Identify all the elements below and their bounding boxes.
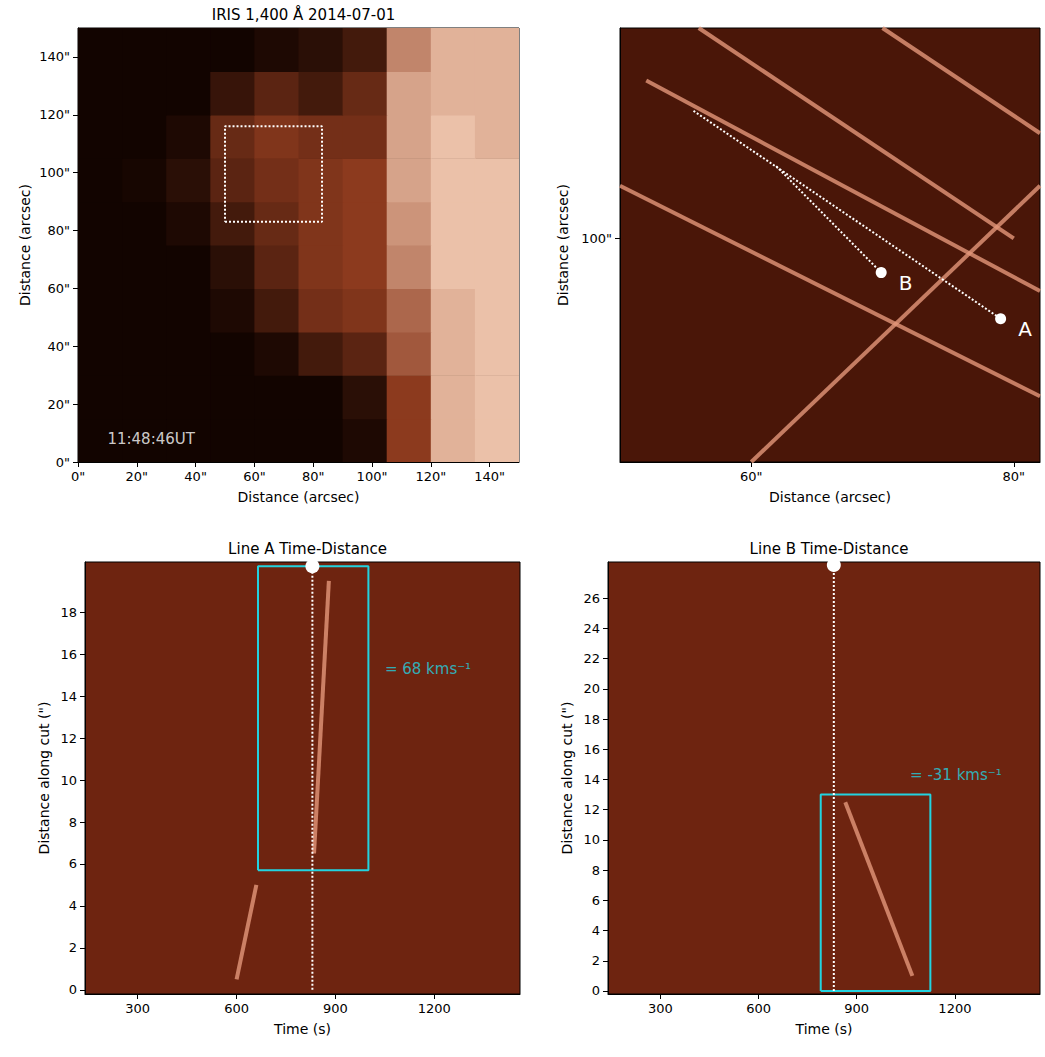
- svg-text:12: 12: [583, 802, 600, 817]
- svg-text:24: 24: [583, 621, 600, 636]
- svg-text:900: 900: [844, 1001, 869, 1016]
- svg-text:20": 20": [126, 469, 149, 484]
- svg-text:Time (s): Time (s): [795, 1021, 853, 1037]
- svg-text:6: 6: [592, 893, 600, 908]
- svg-text:1200: 1200: [418, 1001, 451, 1016]
- svg-text:22: 22: [583, 651, 600, 666]
- svg-text:60": 60": [47, 281, 70, 296]
- svg-text:140": 140": [474, 469, 505, 484]
- svg-text:80": 80": [47, 223, 70, 238]
- svg-text:1200: 1200: [938, 1001, 971, 1016]
- svg-text:600: 600: [224, 1001, 249, 1016]
- svg-text:16: 16: [60, 647, 77, 662]
- svg-text:26: 26: [583, 591, 600, 606]
- svg-text:8: 8: [592, 863, 600, 878]
- svg-text:4: 4: [592, 923, 600, 938]
- svg-text:900: 900: [323, 1001, 348, 1016]
- svg-text:120": 120": [39, 107, 70, 122]
- svg-text:Distance (arcsec): Distance (arcsec): [238, 489, 360, 505]
- svg-text:0: 0: [592, 983, 600, 998]
- svg-text:8: 8: [69, 815, 77, 830]
- svg-text:600: 600: [746, 1001, 771, 1016]
- svg-text:140": 140": [39, 49, 70, 64]
- svg-text:20": 20": [47, 397, 70, 412]
- svg-text:14: 14: [60, 689, 77, 704]
- svg-text:= 68 kms⁻¹: = 68 kms⁻¹: [385, 660, 471, 678]
- svg-text:10: 10: [583, 832, 600, 847]
- svg-text:60": 60": [243, 469, 266, 484]
- svg-text:10: 10: [60, 773, 77, 788]
- svg-text:Line A Time-Distance: Line A Time-Distance: [228, 540, 387, 558]
- svg-text:4: 4: [69, 898, 77, 913]
- svg-text:16: 16: [583, 742, 600, 757]
- svg-text:100": 100": [39, 165, 70, 180]
- svg-text:60": 60": [740, 469, 763, 484]
- svg-text:300: 300: [125, 1001, 150, 1016]
- svg-text:2: 2: [69, 940, 77, 955]
- svg-text:80": 80": [302, 469, 325, 484]
- svg-text:11:48:46UT: 11:48:46UT: [107, 430, 195, 448]
- svg-text:40": 40": [47, 339, 70, 354]
- svg-text:Distance along cut ("): Distance along cut ("): [559, 702, 575, 855]
- svg-text:= -31 kms⁻¹: = -31 kms⁻¹: [910, 766, 1002, 784]
- svg-text:120": 120": [415, 469, 446, 484]
- svg-text:18: 18: [583, 712, 600, 727]
- svg-text:0": 0": [56, 455, 70, 470]
- svg-text:12: 12: [60, 731, 77, 746]
- svg-text:14: 14: [583, 772, 600, 787]
- svg-text:Distance (arcsec): Distance (arcsec): [769, 489, 891, 505]
- svg-text:80": 80": [1002, 469, 1025, 484]
- svg-text:2: 2: [592, 953, 600, 968]
- svg-text:20: 20: [583, 681, 600, 696]
- svg-text:Line B Time-Distance: Line B Time-Distance: [750, 540, 909, 558]
- svg-text:0": 0": [71, 469, 85, 484]
- svg-text:Distance along cut ("): Distance along cut ("): [36, 702, 52, 855]
- svg-text:Distance (arcsec): Distance (arcsec): [17, 184, 33, 306]
- svg-text:18: 18: [60, 605, 77, 620]
- svg-text:0: 0: [69, 982, 77, 997]
- svg-text:B: B: [899, 271, 913, 295]
- svg-text:40": 40": [184, 469, 207, 484]
- svg-text:6: 6: [69, 856, 77, 871]
- svg-text:IRIS 1,400 Å 2014-07-01: IRIS 1,400 Å 2014-07-01: [212, 5, 395, 24]
- svg-text:100": 100": [581, 231, 612, 246]
- svg-text:Distance (arcsec): Distance (arcsec): [555, 184, 571, 306]
- svg-text:Time (s): Time (s): [273, 1021, 331, 1037]
- svg-text:A: A: [1018, 317, 1032, 341]
- svg-text:300: 300: [648, 1001, 673, 1016]
- svg-text:100": 100": [357, 469, 388, 484]
